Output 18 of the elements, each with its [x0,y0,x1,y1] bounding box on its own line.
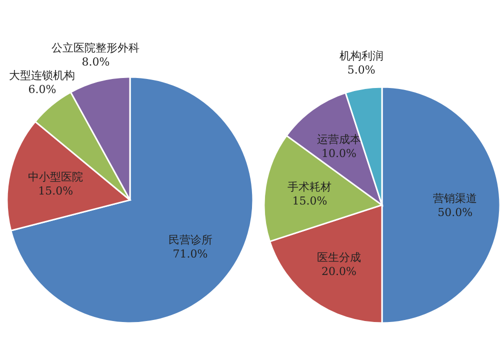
slice-label: 医生分成 [317,251,361,264]
data-label: 6.0% [28,82,56,96]
data-label: 8.0% [82,56,110,69]
slice-label: 运营成本 [317,132,361,146]
data-label: 15.0% [38,184,74,198]
slice-label: 民营诊所 [168,234,212,247]
data-label: 10.0% [322,146,356,160]
data-label: 20.0% [322,265,356,278]
slice-label: 营销渠道 [433,192,478,205]
slice-label: 公立医院整形外科 [52,42,140,55]
data-label: 71.0% [172,248,208,261]
data-label: 5.0% [347,63,376,76]
data-label: 50.0% [438,206,473,219]
slice-label: 大型连锁机构 [9,68,76,82]
slice-label: 手术耗材 [288,180,332,194]
slice-label: 机构利润 [339,49,384,62]
data-label: 15.0% [292,194,328,208]
slice-label: 中小型医院 [28,170,84,184]
